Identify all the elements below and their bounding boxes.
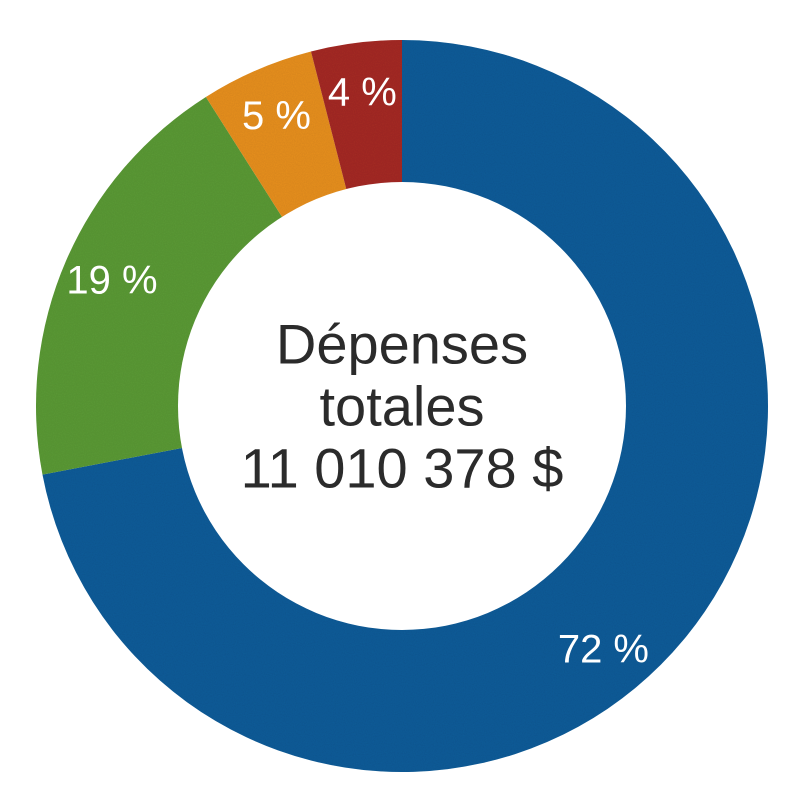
center-text-line: totales	[320, 375, 485, 438]
donut-slice	[205, 51, 347, 219]
donut-slices	[35, 40, 769, 772]
slice-value-label: 4 %	[328, 70, 397, 114]
donut-hole	[178, 182, 626, 630]
donut-slice	[310, 40, 402, 191]
slice-value-label: 5 %	[242, 94, 311, 138]
slice-value-label: 19 %	[66, 259, 157, 303]
donut-slice	[42, 40, 769, 772]
center-text-line: Dépenses	[276, 313, 528, 376]
slice-labels: 72 % 19 % 5 % 4 %	[66, 70, 649, 671]
center-text-line: 11 010 378 $	[241, 437, 564, 500]
slice-value-label: 72 %	[558, 627, 649, 671]
donut-slice	[35, 96, 284, 475]
